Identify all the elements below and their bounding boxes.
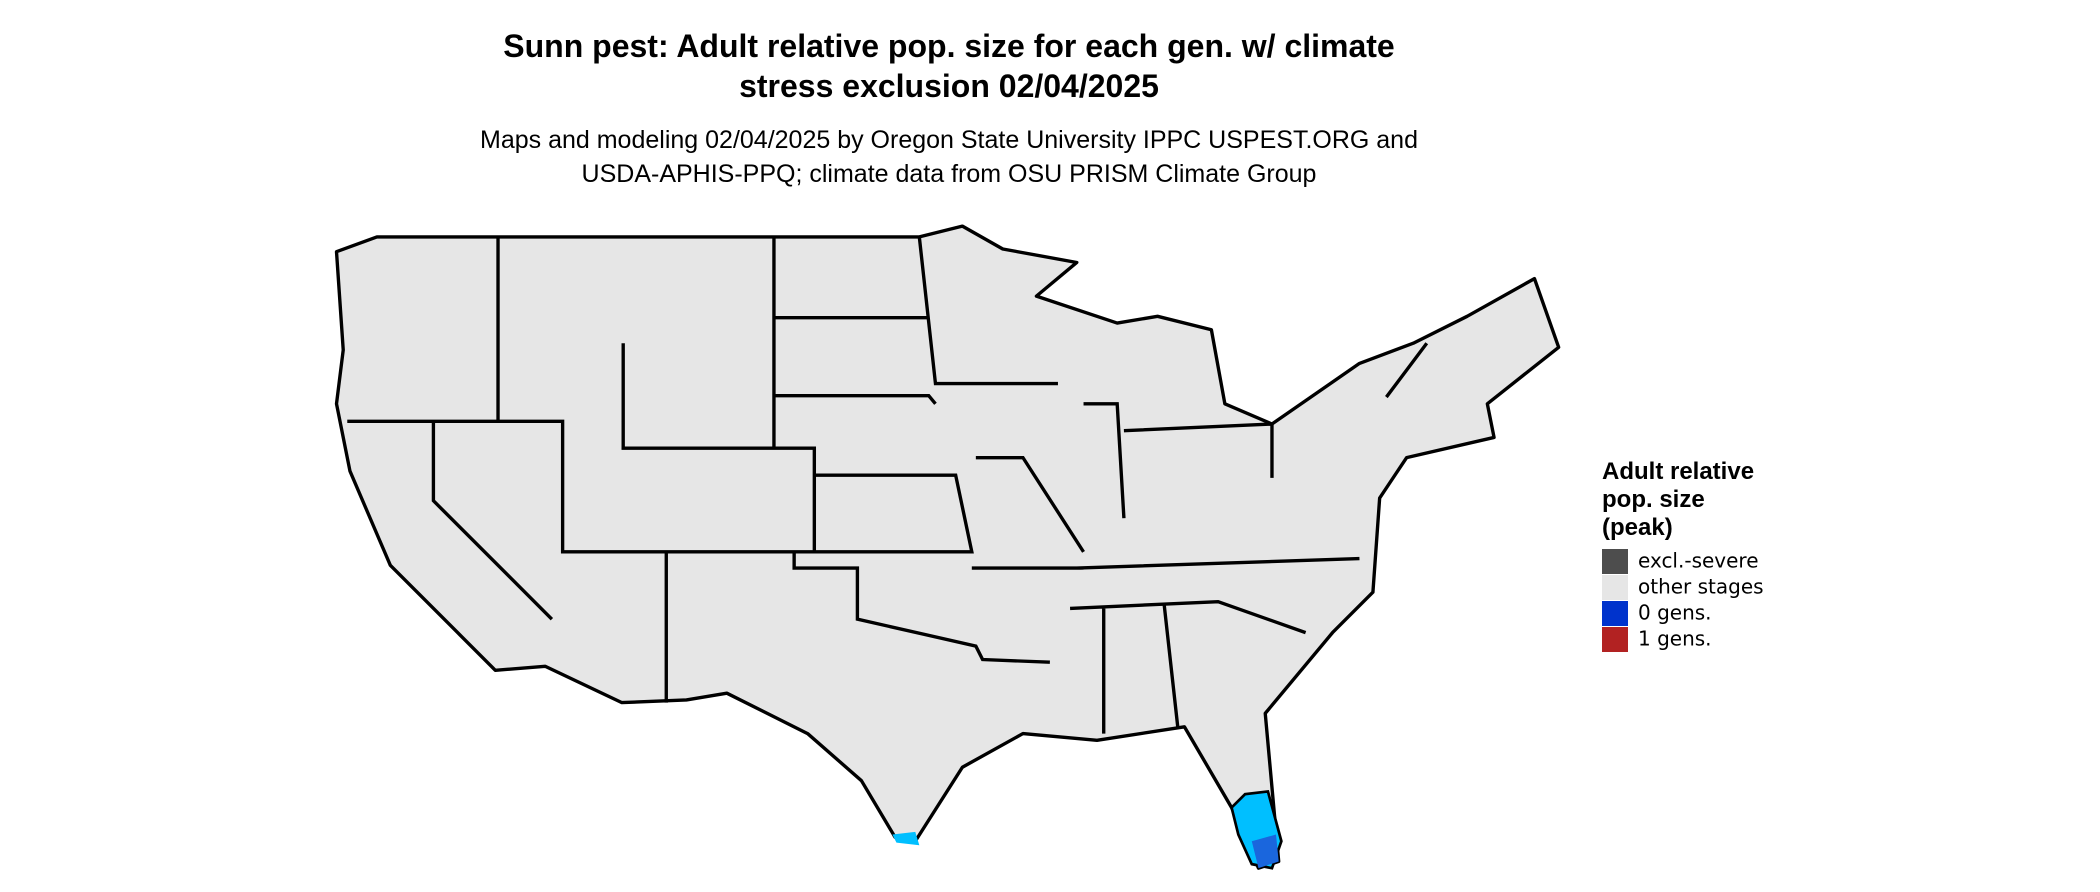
subtitle-line: USDA-APHIS-PPQ; climate data from OSU PR… — [582, 160, 1317, 188]
title-line: Sunn pest: Adult relative pop. size for … — [503, 28, 1394, 64]
legend-title-line: (peak) — [1602, 514, 1673, 541]
us-outline — [334, 224, 1561, 870]
legend-swatch — [1602, 549, 1628, 574]
title-line: stress exclusion 02/04/2025 — [739, 68, 1159, 104]
legend-title-line: pop. size — [1602, 486, 1705, 513]
florida-tip — [1251, 834, 1279, 869]
legend-title-line: Adult relative — [1602, 458, 1754, 485]
us-map — [334, 224, 1561, 870]
legend-swatch — [1602, 575, 1628, 600]
legend-label: 0 gens. — [1638, 601, 1712, 625]
legend-label: excl.-severe — [1638, 549, 1759, 573]
subtitle-line: Maps and modeling 02/04/2025 by Oregon S… — [480, 126, 1418, 154]
header: Sunn pest: Adult relative pop. size for … — [480, 28, 1418, 188]
texas-zone — [892, 831, 920, 846]
legend-label: other stages — [1638, 575, 1764, 599]
legend-swatch — [1602, 601, 1628, 626]
legend-swatch — [1602, 627, 1628, 652]
state-borders — [347, 236, 1429, 734]
legend-label: 1 gens. — [1638, 627, 1712, 651]
